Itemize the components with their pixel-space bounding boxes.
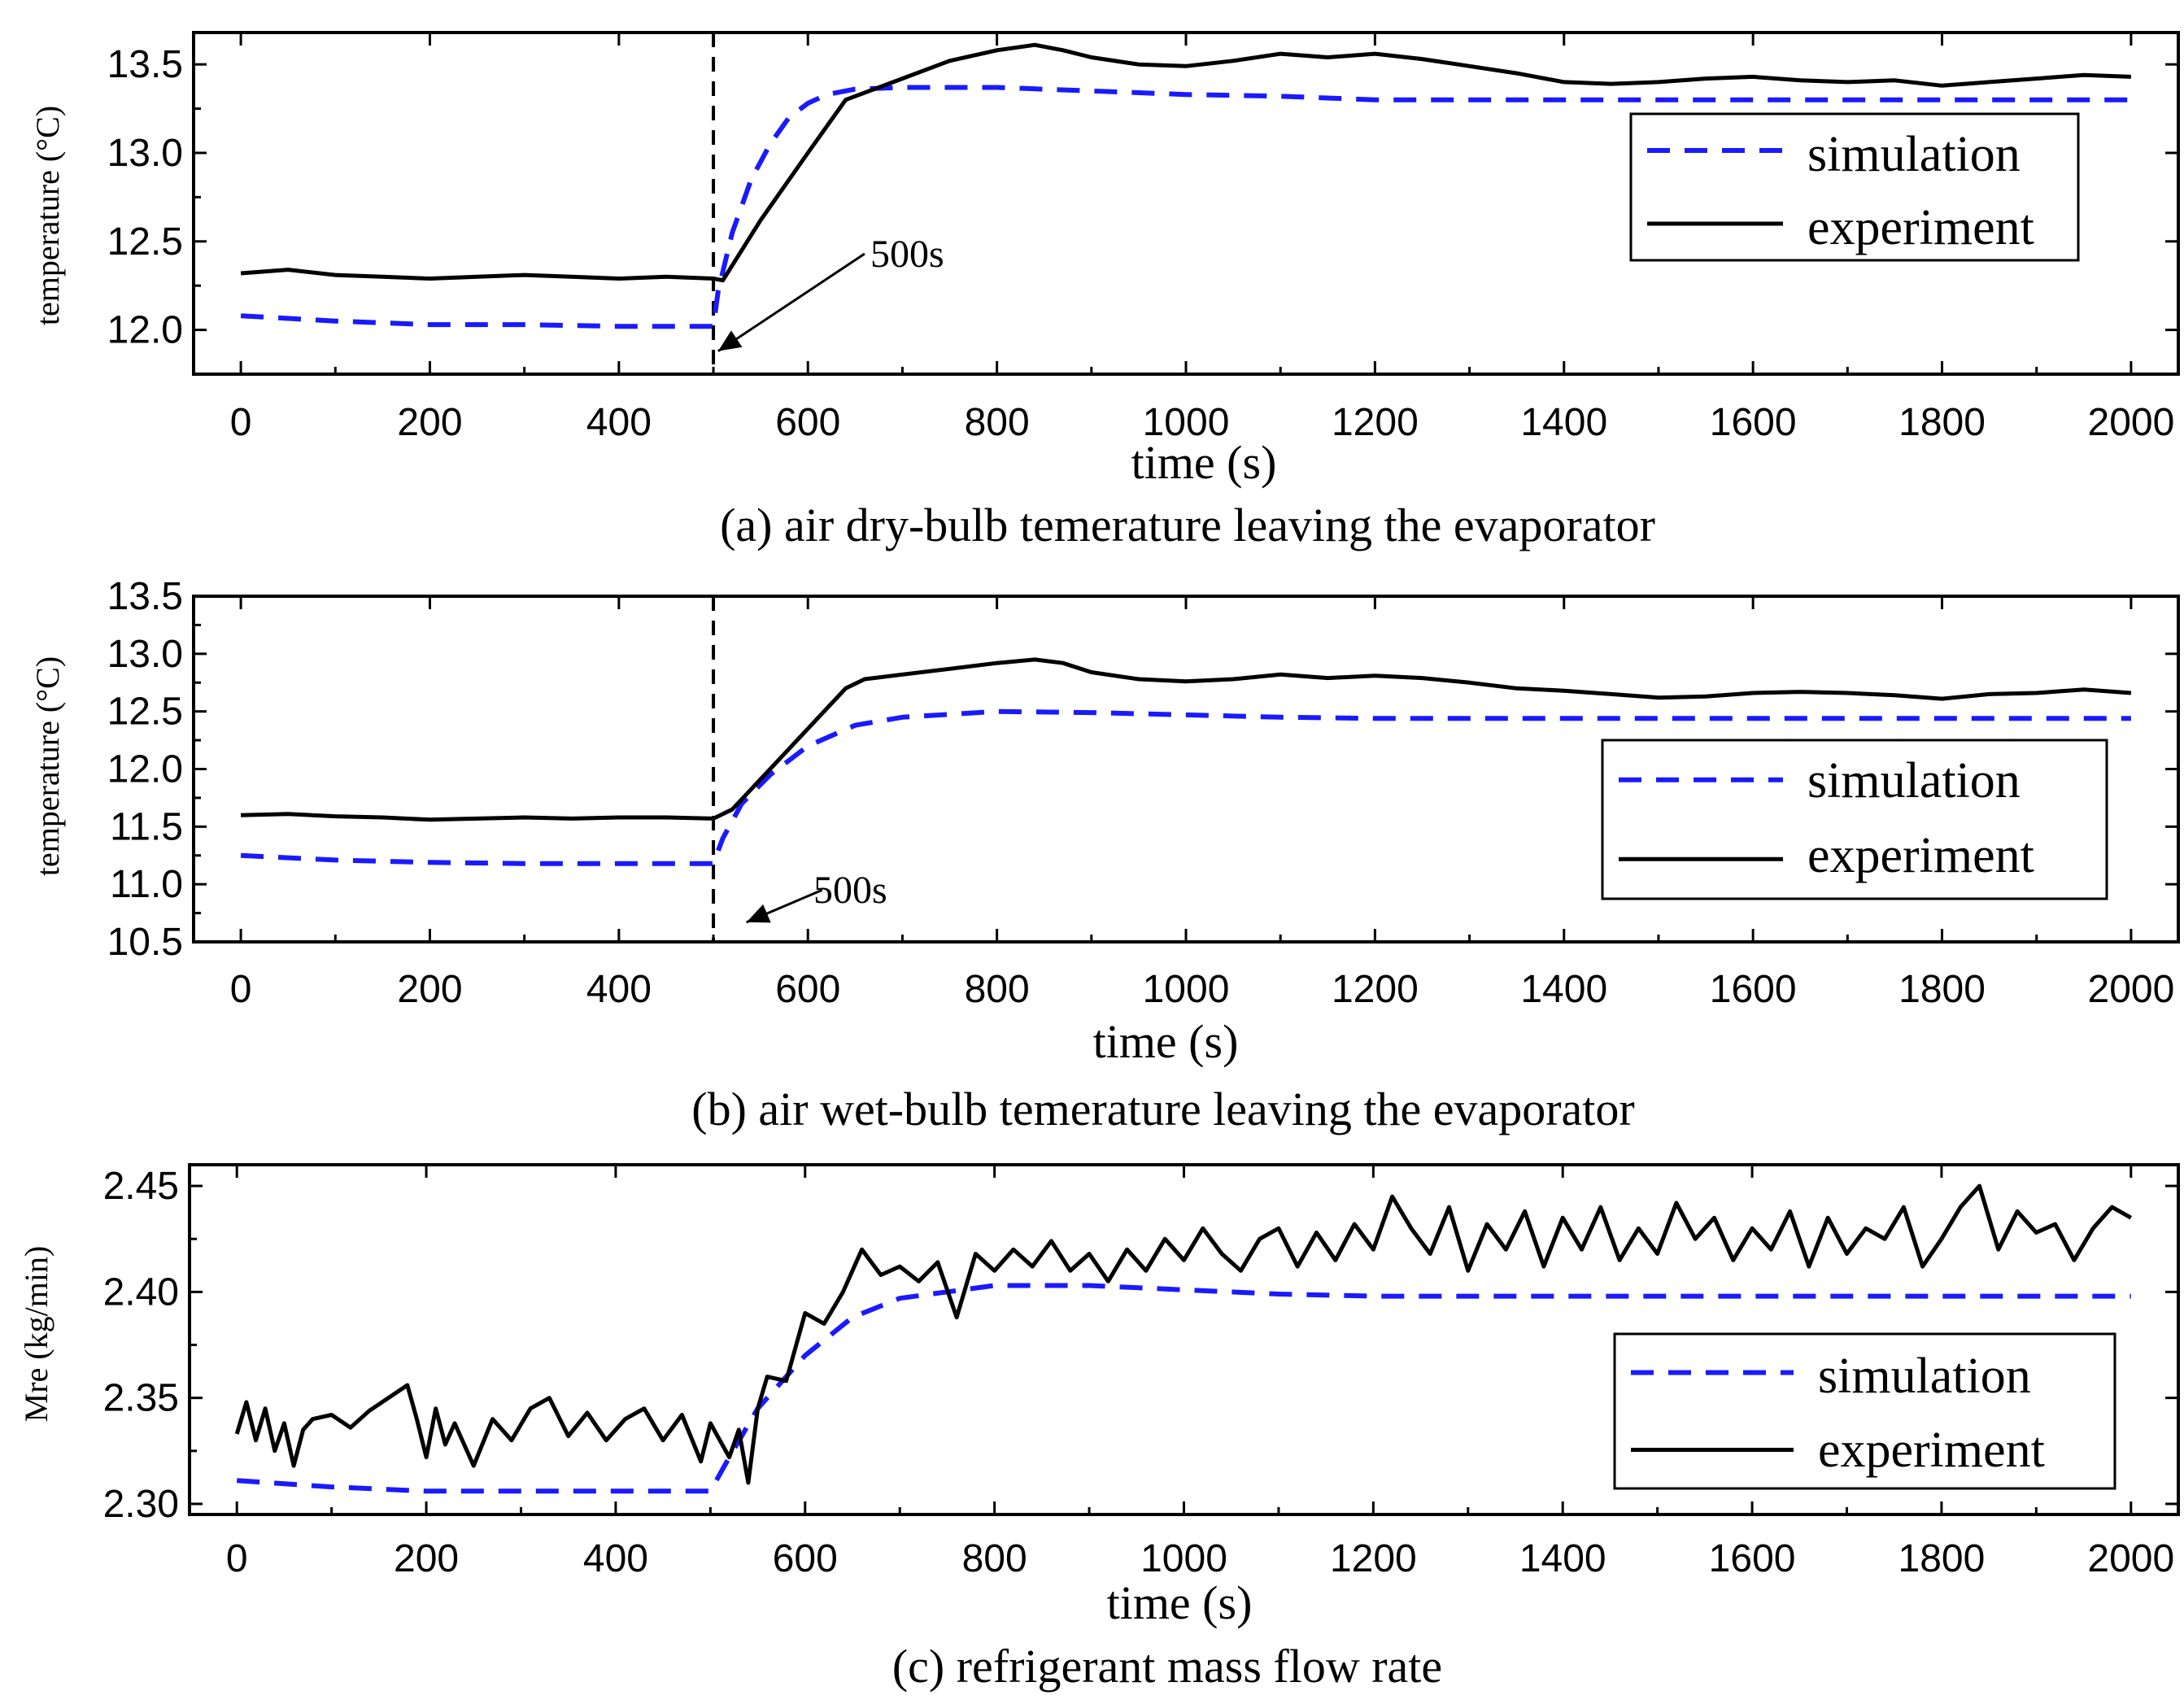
panel-a-series-experiment: [240, 42, 2131, 283]
panel-a-x-tick-label: 400: [586, 401, 652, 444]
panel-b-y-tick-label: 11.0: [110, 863, 183, 906]
panel-b-caption: (b) air wet-bulb temerature leaving the …: [691, 1083, 1634, 1135]
panel-c-series-simulation: [236, 1283, 2131, 1494]
panel-b-x-tick-label: 600: [775, 968, 840, 1011]
panel-a-x-tick-label: 200: [397, 401, 462, 444]
panel-a-x-tick-label: 800: [965, 401, 1030, 444]
panel-b-annotation-text: 500s: [813, 869, 887, 912]
panel-a-x-tick-label: 600: [775, 401, 840, 444]
panel-b-x-tick-label: 1600: [1710, 968, 1797, 1011]
panel-b-x-tick-label: 1000: [1143, 968, 1230, 1011]
panel-a-y-tick-label: 13.5: [107, 43, 183, 86]
panel-b-y-tick-label: 10.5: [107, 921, 183, 964]
panel-c-caption: (c) refrigerant mass flow rate: [892, 1640, 1442, 1693]
panel-b-legend-simulation: simulation: [1807, 753, 2021, 808]
panel-c-xlabel: time (s): [1107, 1576, 1253, 1629]
panel-b-x-tick-label: 800: [965, 968, 1030, 1011]
panel-a: time (s) (a) air dry-bulb temerature lea…: [29, 31, 2180, 551]
panel-a-x-tick-label: 0: [230, 401, 252, 444]
panel-b-y-tick-label: 12.5: [107, 691, 183, 734]
panel-a-y-tick-label: 12.5: [107, 220, 183, 264]
panel-a-y-tick-label: 12.0: [107, 309, 183, 352]
panel-a-annotation-text: 500s: [870, 233, 944, 276]
panel-c-legend-experiment: experiment: [1818, 1423, 2045, 1478]
panel-b: time (s) (b) air wet-bulb temerature lea…: [29, 575, 2180, 1135]
panel-c: time (s) (c) refrigerant mass flow rate …: [18, 1163, 2180, 1693]
panel-c-x-tick-label: 200: [394, 1537, 459, 1580]
panel-c-x-tick-label: 800: [962, 1537, 1027, 1580]
panel-a-xlabel: time (s): [1131, 436, 1277, 489]
panel-c-series-experiment: [234, 1183, 2133, 1485]
panel-b-x-tick-label: 0: [230, 968, 252, 1011]
panel-a-x-tick-label: 1600: [1710, 401, 1797, 444]
panel-c-x-tick-label: 0: [226, 1537, 248, 1580]
panel-b-y-tick-label: 12.0: [107, 748, 183, 791]
panel-b-y-tick-label: 11.5: [110, 805, 183, 848]
panel-b-ylabel: temperature (°C): [29, 656, 66, 876]
panel-b-series-simulation: [240, 708, 2131, 866]
panel-b-x-tick-label: 1200: [1332, 968, 1419, 1011]
panel-c-x-tick-label: 1800: [1898, 1537, 1986, 1580]
panel-a-x-tick-label: 1400: [1520, 401, 1607, 444]
panel-c-x-tick-label: 1600: [1709, 1537, 1796, 1580]
panel-c-y-tick-label: 2.30: [103, 1483, 179, 1526]
panel-c-x-tick-label: 1000: [1140, 1537, 1227, 1580]
panel-a-legend-experiment: experiment: [1807, 200, 2034, 255]
panel-b-series-experiment: [241, 657, 2132, 822]
panel-b-x-tick-label: 200: [397, 968, 462, 1011]
panel-b-legend-experiment: experiment: [1807, 828, 2034, 883]
panel-a-x-tick-label: 1200: [1332, 401, 1419, 444]
panel-b-legend-box: [1601, 739, 2108, 900]
panel-c-x-tick-label: 2000: [2087, 1537, 2174, 1580]
panel-a-legend-simulation: simulation: [1807, 127, 2021, 182]
panel-c-y-tick-label: 2.40: [103, 1270, 179, 1314]
panel-a-annotation-arrow: [717, 252, 865, 352]
panel-c-legend-box: [1613, 1332, 2116, 1490]
panel-a-ylabel: temperature (°C): [29, 106, 66, 325]
panel-a-legend-box: [1629, 112, 2080, 262]
panel-a-caption: (a) air dry-bulb temerature leaving the …: [720, 499, 1655, 551]
panel-c-y-tick-label: 2.45: [103, 1165, 179, 1208]
panel-b-y-tick-label: 13.0: [107, 633, 183, 676]
panel-b-annotation-arrowhead: [746, 904, 771, 923]
panel-b-x-tick-label: 1800: [1898, 968, 1986, 1011]
panel-a-series-simulation: [240, 85, 2131, 329]
panel-a-annotation-arrowhead: [717, 330, 743, 351]
panel-b-y-tick-label: 13.5: [107, 575, 183, 618]
panel-c-x-tick-label: 600: [773, 1537, 838, 1580]
panel-b-x-tick-label: 400: [586, 968, 652, 1011]
panel-a-x-tick-label: 1000: [1143, 401, 1230, 444]
panel-b-x-tick-label: 2000: [2088, 968, 2175, 1011]
panel-c-x-tick-label: 1400: [1519, 1537, 1606, 1580]
panel-a-x-tick-label: 1800: [1898, 401, 1986, 444]
panel-c-legend-simulation: simulation: [1818, 1349, 2031, 1404]
panel-c-y-tick-label: 2.35: [103, 1377, 179, 1420]
panel-c-ylabel: Mre (kg/min): [18, 1246, 54, 1423]
panel-b-x-tick-label: 1400: [1520, 968, 1607, 1011]
panel-a-y-tick-label: 13.0: [107, 132, 183, 175]
panel-b-xlabel: time (s): [1093, 1015, 1239, 1068]
panel-a-x-tick-label: 2000: [2088, 401, 2175, 444]
panel-c-x-tick-label: 400: [583, 1537, 648, 1580]
panel-c-x-tick-label: 1200: [1330, 1537, 1417, 1580]
